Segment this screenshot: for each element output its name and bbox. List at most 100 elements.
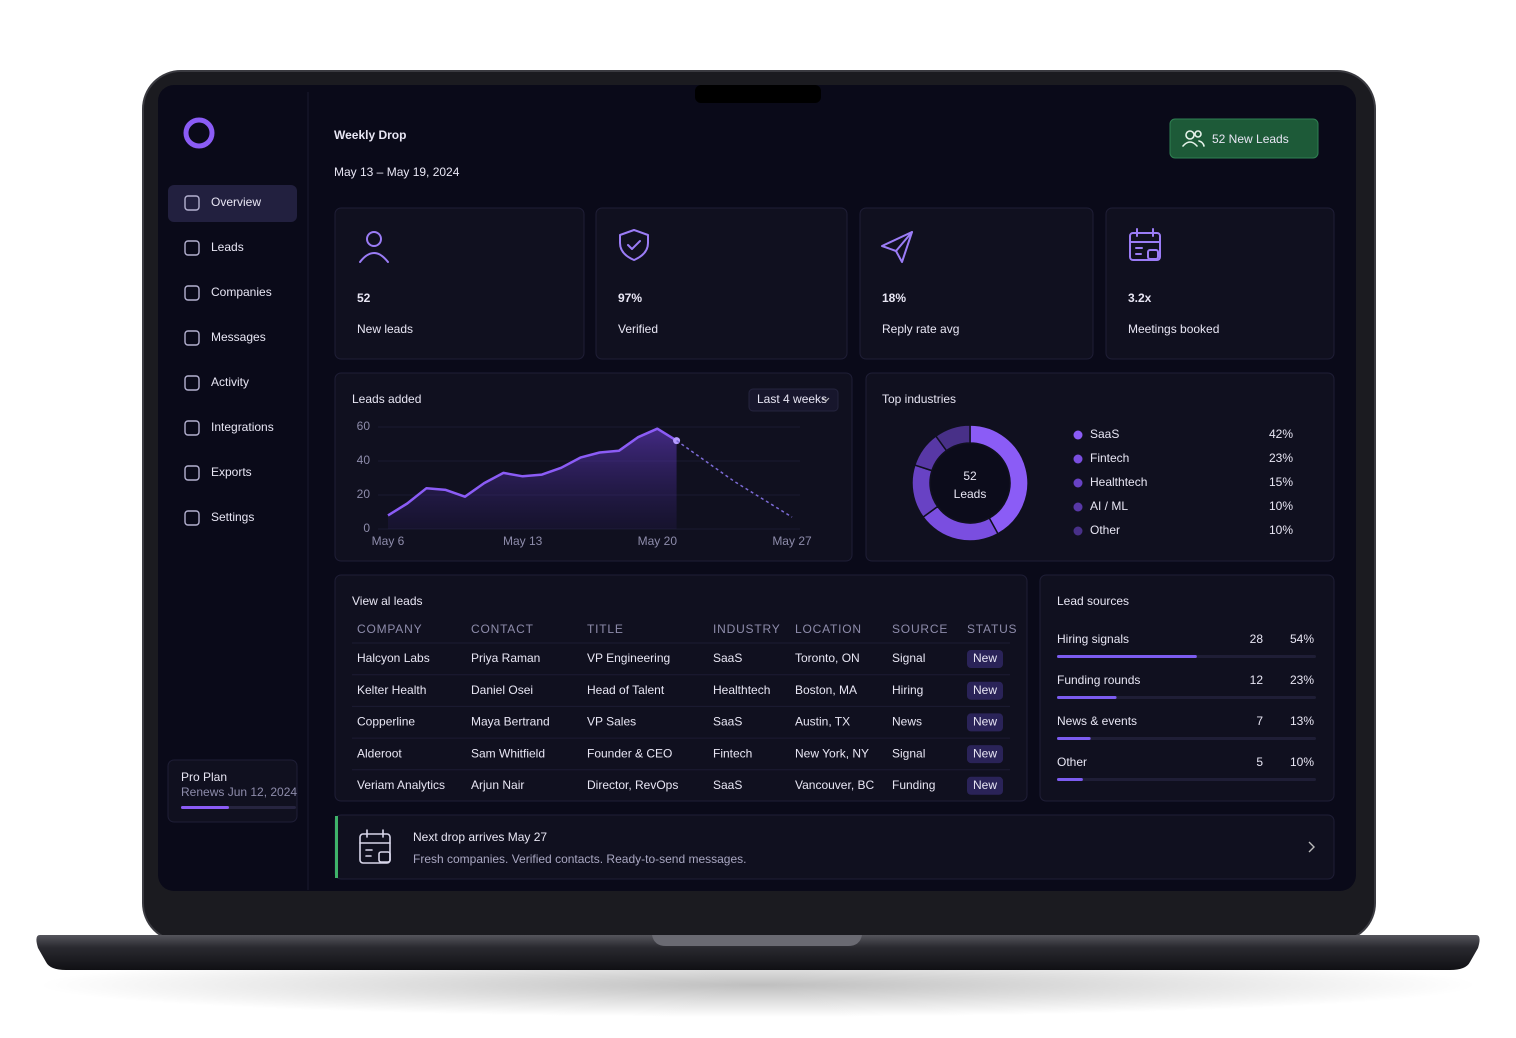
- nav-icon: [184, 195, 200, 211]
- laptop-base: [36, 935, 1480, 970]
- cell: Halcyon Labs: [357, 651, 430, 665]
- stat-label: Meetings booked: [1128, 322, 1219, 336]
- stat-label: Verified: [618, 322, 658, 336]
- date-range: May 13 – May 19, 2024: [334, 165, 460, 179]
- stat-label: New leads: [357, 322, 413, 336]
- cell: Signal: [892, 651, 925, 665]
- x-tick-label: May 20: [638, 534, 678, 548]
- column-header: CONTACT: [471, 622, 534, 636]
- cell: Toronto, ON: [795, 651, 860, 665]
- cell: Healthtech: [713, 683, 770, 697]
- nav-item[interactable]: Companies: [211, 285, 272, 299]
- plan-name: Pro Plan: [181, 770, 227, 784]
- cell: Priya Raman: [471, 651, 540, 665]
- legend-dot: [1073, 430, 1083, 440]
- cell: Vancouver, BC: [795, 778, 874, 792]
- chart-title: Top industries: [882, 392, 956, 406]
- x-tick-label: May 27: [772, 534, 812, 548]
- plan-progress: [181, 806, 229, 809]
- nav-item[interactable]: Activity: [211, 375, 249, 389]
- status-pill: [967, 713, 1003, 732]
- column-header: LOCATION: [795, 622, 862, 636]
- donut-segment: [934, 424, 971, 452]
- status: New: [973, 651, 997, 665]
- stat-card: [595, 207, 848, 360]
- stat-value: 18%: [882, 291, 906, 305]
- status-pill: [967, 776, 1003, 795]
- nav-icon: [184, 330, 200, 346]
- source-label: Hiring signals: [1057, 632, 1129, 646]
- bar-track: [1057, 737, 1316, 740]
- cell: SaaS: [713, 715, 742, 729]
- nav-item[interactable]: Leads: [211, 240, 244, 254]
- bar: [1057, 737, 1091, 740]
- line-series: [387, 427, 678, 517]
- cell: VP Sales: [587, 715, 636, 729]
- nav-icon: [184, 510, 200, 526]
- cell: SaaS: [713, 778, 742, 792]
- stat-icons: [359, 228, 1161, 263]
- stat-value: 3.2x: [1128, 291, 1152, 305]
- source-count: 12: [1250, 673, 1264, 687]
- cell: Alderoot: [357, 746, 402, 760]
- source-count: 28: [1250, 632, 1264, 646]
- banner-accent: [335, 816, 338, 878]
- status-pill: [967, 650, 1003, 668]
- cell: Copperline: [357, 715, 415, 729]
- source-label: Funding rounds: [1057, 673, 1140, 687]
- table-panel: [334, 574, 1028, 802]
- stats: 52 New leads 97% Verified 18% Reply rate avg 3…: [334, 207, 1335, 360]
- nav-item[interactable]: Integrations: [211, 420, 274, 434]
- column-header: SOURCE: [892, 622, 948, 636]
- bar: [1057, 696, 1117, 699]
- cell: Kelter Health: [357, 683, 426, 697]
- range-select[interactable]: [748, 388, 839, 412]
- stat-card: [1105, 207, 1335, 360]
- nav-item[interactable]: Overview: [211, 195, 261, 209]
- nav-active-bg: [168, 185, 297, 222]
- cell: New York, NY: [795, 746, 869, 760]
- banner-title: Next drop arrives May 27: [413, 830, 547, 844]
- nav-icon: [184, 375, 200, 391]
- nav-item[interactable]: Exports: [211, 465, 252, 479]
- cell: Sam Whitfield: [471, 746, 545, 760]
- y-tick-label: 0: [363, 521, 370, 535]
- banner[interactable]: [334, 814, 1335, 880]
- leads-table: COMPANY CONTACT TITLE INDUSTRY LOCATION SOURC…: [352, 622, 1017, 795]
- sources-panel: [1039, 574, 1335, 802]
- status: New: [973, 778, 997, 792]
- cell: SaaS: [713, 651, 742, 665]
- page-title: Weekly Drop: [334, 128, 406, 142]
- new-leads-button[interactable]: [1169, 118, 1319, 159]
- donut-hole: [931, 444, 1009, 522]
- legend-dot: [1073, 526, 1083, 536]
- cell: Veriam Analytics: [357, 778, 445, 792]
- donut-center-value: 52: [963, 469, 977, 483]
- source-label: News & events: [1057, 714, 1137, 728]
- source-percent: 13%: [1290, 714, 1314, 728]
- base-notch: [652, 935, 862, 946]
- donut-center-label: Leads: [954, 487, 987, 501]
- nav-item[interactable]: Messages: [211, 330, 266, 344]
- cell: VP Engineering: [587, 651, 670, 665]
- legend-label: Fintech: [1090, 451, 1129, 465]
- value-label: 15%: [1269, 475, 1293, 489]
- stat-value: 52: [357, 291, 371, 305]
- banner-chevron[interactable]: [1308, 841, 1315, 853]
- value-label: 42%: [1269, 427, 1293, 441]
- status-pill: [967, 745, 1003, 764]
- y-tick-label: 40: [357, 453, 371, 467]
- button-label[interactable]: 52 New Leads: [1212, 132, 1289, 146]
- nav-item[interactable]: Settings: [211, 510, 254, 524]
- cell: Hiring: [892, 683, 923, 697]
- status: New: [973, 715, 997, 729]
- x-tick-label: May 6: [372, 534, 405, 548]
- legend-dot: [1073, 478, 1083, 488]
- legend-label: Other: [1090, 523, 1120, 537]
- value-label: 23%: [1269, 451, 1293, 465]
- value-label: 10%: [1269, 499, 1293, 513]
- status: New: [973, 683, 997, 697]
- range-select-label[interactable]: Last 4 weeks: [757, 392, 827, 406]
